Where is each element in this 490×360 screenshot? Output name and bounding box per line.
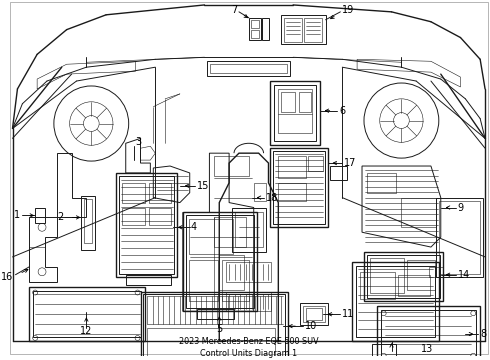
Bar (364, 252, 443, 301)
Text: 1: 1 (14, 211, 21, 220)
Bar (29, 287, 146, 341)
Bar (214, 217, 246, 247)
Bar (278, 183, 306, 201)
Bar (352, 262, 439, 341)
Text: 3: 3 (136, 137, 142, 147)
Bar (214, 156, 249, 176)
Text: 4: 4 (191, 222, 197, 232)
Bar (436, 198, 483, 277)
Text: 8: 8 (480, 329, 486, 339)
Bar (235, 212, 263, 247)
Text: 19: 19 (343, 5, 355, 15)
Bar (144, 294, 285, 358)
Bar (367, 255, 440, 298)
Bar (189, 219, 233, 254)
Bar (232, 207, 266, 252)
Bar (429, 267, 443, 277)
Bar (122, 183, 146, 203)
Bar (278, 89, 312, 134)
Bar (147, 328, 275, 356)
Text: 15: 15 (196, 181, 209, 191)
Bar (401, 198, 436, 227)
Text: 11: 11 (343, 309, 355, 319)
Text: 17: 17 (344, 158, 357, 168)
Bar (398, 275, 430, 297)
Bar (251, 20, 259, 28)
Text: 6: 6 (340, 106, 345, 116)
Bar (304, 18, 321, 41)
Bar (207, 61, 290, 76)
Bar (274, 85, 316, 141)
Text: 18: 18 (266, 193, 278, 203)
Text: 5: 5 (216, 324, 222, 334)
Text: 10: 10 (305, 321, 317, 331)
Bar (281, 15, 325, 45)
Bar (141, 292, 288, 360)
Bar (299, 92, 311, 112)
Bar (189, 260, 218, 301)
Bar (372, 344, 396, 356)
Text: 2: 2 (57, 212, 64, 222)
Text: 9: 9 (458, 203, 464, 212)
Bar (381, 310, 476, 360)
Text: 13: 13 (421, 344, 433, 354)
Bar (149, 183, 171, 203)
Bar (360, 272, 394, 300)
Bar (84, 199, 92, 243)
Bar (284, 18, 302, 41)
Text: 2023 Mercedes-Benz EQE 500 SUV
Control Units Diagram 1: 2023 Mercedes-Benz EQE 500 SUV Control U… (179, 337, 318, 358)
Bar (356, 266, 435, 337)
Bar (183, 212, 257, 311)
Bar (122, 207, 146, 225)
Bar (270, 148, 327, 227)
Bar (367, 173, 396, 193)
Bar (249, 18, 261, 40)
Bar (370, 258, 404, 293)
Text: 14: 14 (458, 270, 470, 280)
Bar (407, 260, 435, 289)
Bar (251, 30, 259, 37)
Bar (33, 291, 142, 337)
Bar (186, 215, 254, 308)
Text: 12: 12 (80, 326, 93, 336)
Bar (222, 260, 249, 301)
Bar (330, 166, 347, 180)
Bar (308, 156, 322, 171)
Bar (377, 306, 480, 360)
Bar (35, 207, 45, 223)
Bar (149, 207, 171, 225)
Bar (226, 292, 271, 311)
Bar (196, 309, 234, 319)
Bar (226, 262, 271, 282)
Bar (119, 176, 174, 274)
Text: 16: 16 (1, 272, 14, 282)
Bar (270, 81, 319, 145)
Bar (273, 151, 324, 224)
Bar (126, 275, 171, 285)
Bar (219, 255, 244, 289)
Bar (262, 18, 270, 40)
Bar (281, 92, 295, 112)
Bar (116, 173, 177, 277)
Text: 7: 7 (231, 5, 237, 15)
Bar (439, 201, 480, 274)
Bar (254, 183, 266, 201)
Bar (306, 308, 321, 320)
Bar (300, 303, 327, 325)
Bar (303, 306, 324, 322)
Bar (81, 196, 95, 250)
Bar (210, 64, 287, 73)
Bar (278, 156, 306, 178)
